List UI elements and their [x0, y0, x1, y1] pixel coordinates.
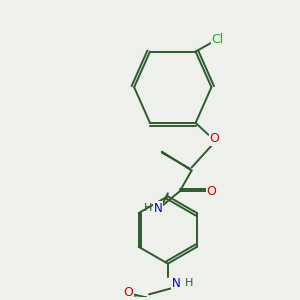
Text: H: H	[184, 278, 193, 289]
Text: H: H	[144, 203, 152, 213]
Text: N: N	[154, 202, 162, 214]
Text: O: O	[123, 286, 133, 299]
Text: Cl: Cl	[211, 33, 224, 46]
Text: O: O	[209, 132, 219, 145]
Text: O: O	[206, 185, 216, 198]
Text: N: N	[171, 277, 180, 290]
